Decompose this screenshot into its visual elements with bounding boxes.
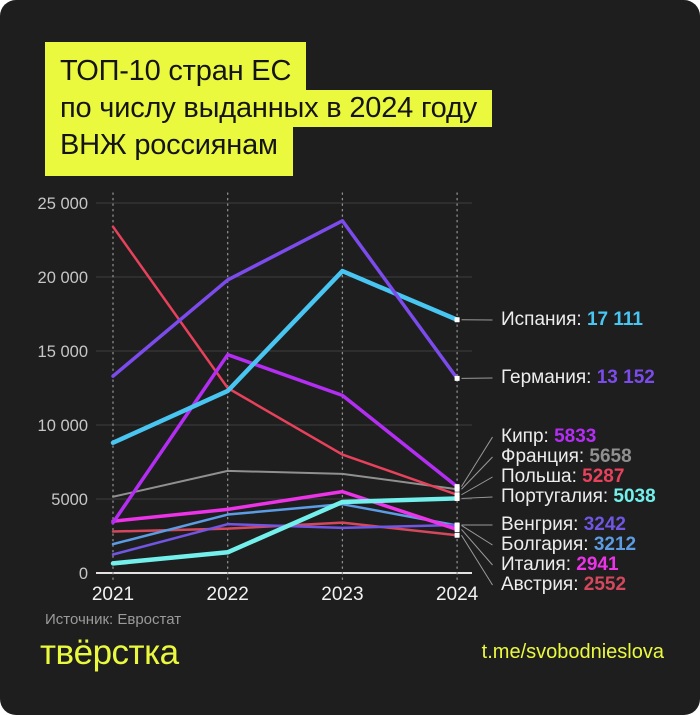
leader-line-poland [461,476,493,496]
series-marker-austria [454,532,460,538]
series-line-italy [111,489,459,532]
y-tick-label: 20 000 [38,269,88,287]
leader-line-cyprus [461,436,493,487]
series-marker-spain [454,317,460,323]
chart-title: ТОП-10 стран ЕС по числу выданных в 2024… [45,42,492,176]
y-tick-label: 25 000 [38,195,88,213]
leader-line-france [461,456,493,490]
series-marker-germany [454,375,460,381]
title-line-3: ВНЖ россиянам [45,127,293,176]
series-marker-portugal [454,495,460,501]
y-tick-label: 5000 [51,491,88,509]
telegram-link[interactable]: t.me/svobodnieslova [481,641,664,663]
title-line-2: по числу выданных в 2024 году [45,90,492,127]
y-tick-label: 0 [79,565,88,583]
series-line-cyprus [111,352,459,525]
series-line-france [112,469,459,498]
series-marker-bulgaria [454,522,460,528]
x-tick-label: 2022 [207,584,249,605]
series-line-spain [110,268,460,446]
verstka-logo: твёрстка [40,633,179,672]
y-tick-label: 15 000 [38,343,88,361]
x-tick-label: 2024 [436,584,479,605]
leader-line-bulgaria [461,525,493,546]
y-tick-label: 10 000 [38,417,88,435]
series-line-germany [111,219,459,381]
series-line-poland [111,225,459,497]
leader-line-italy [461,529,493,566]
series-line-bulgaria [111,502,459,546]
x-tick-label: 2023 [321,584,363,605]
series-line-portugal [110,496,460,566]
x-tick-label: 2021 [92,584,134,605]
source-note: Источник: Евростат [45,611,182,628]
leader-line-austria [461,534,493,586]
series-marker-italy [454,526,460,532]
series-marker-france [454,486,460,492]
title-line-1: ТОП-10 стран ЕС [45,42,307,90]
leader-line-portugal [461,496,493,499]
